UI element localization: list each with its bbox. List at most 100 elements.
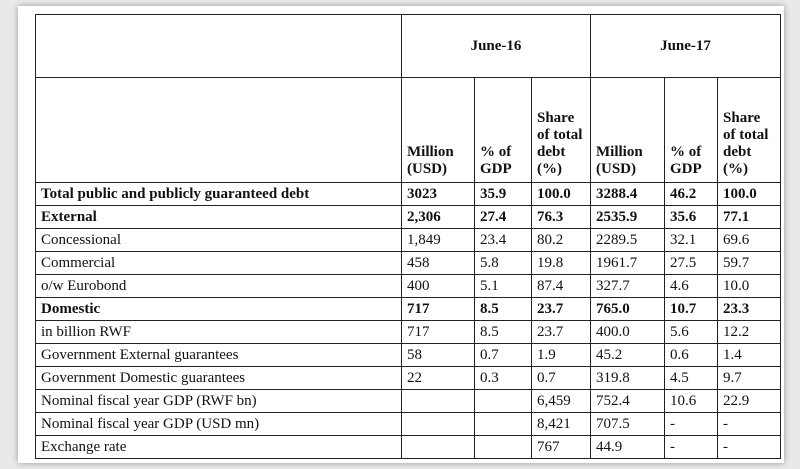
value-cell: - xyxy=(664,412,719,436)
row-label: Exchange rate xyxy=(35,435,402,459)
table-row: Commercial 458 5.8 19.8 1961.7 27.5 59.7 xyxy=(35,251,782,275)
value-cell: 45.2 xyxy=(590,343,666,367)
value-cell: 327.7 xyxy=(590,274,666,298)
value-cell: 5.1 xyxy=(474,274,532,298)
subheader-million-june16: Million (USD) xyxy=(401,77,475,183)
value-cell: 77.1 xyxy=(717,205,782,229)
table-body: Total public and publicly guaranteed deb… xyxy=(35,182,782,459)
row-label: o/w Eurobond xyxy=(35,274,402,298)
value-cell: 4.6 xyxy=(664,274,719,298)
subheader-share-june17: Share of total debt (%) xyxy=(717,77,782,183)
table-row: in billion RWF 717 8.5 23.7 400.0 5.6 12.2 xyxy=(35,320,782,344)
value-cell: 22.9 xyxy=(717,389,782,413)
table-row: Government External guarantees 58 0.7 1.9 45… xyxy=(35,343,782,367)
value-cell: 23.7 xyxy=(530,320,592,344)
value-cell: - xyxy=(664,435,719,459)
row-label: in billion RWF xyxy=(35,320,402,344)
value-cell: 5.8 xyxy=(474,251,532,275)
value-cell xyxy=(401,412,475,436)
value-cell: 23.3 xyxy=(717,297,782,321)
value-cell: 27.4 xyxy=(474,205,532,229)
value-cell: 458 xyxy=(401,251,475,275)
value-cell: 5.6 xyxy=(664,320,719,344)
value-cell: 0.7 xyxy=(474,343,532,367)
value-cell: 0.3 xyxy=(474,366,532,390)
value-cell: 1.4 xyxy=(717,343,782,367)
value-cell: 1961.7 xyxy=(590,251,666,275)
value-cell: 100.0 xyxy=(717,182,782,206)
subheader-million-june17: Million (USD) xyxy=(590,77,666,183)
value-cell: 767 xyxy=(530,435,592,459)
value-cell: 1.9 xyxy=(530,343,592,367)
subheader-blank xyxy=(35,77,402,183)
value-cell: 44.9 xyxy=(590,435,666,459)
value-cell: 8,421 xyxy=(530,412,592,436)
value-cell: 35.9 xyxy=(474,182,532,206)
value-cell: - xyxy=(717,412,782,436)
value-cell: 10.7 xyxy=(664,297,719,321)
subheader-row: Million (USD) % of GDP Share of total de… xyxy=(35,77,782,183)
table-row: Government Domestic guarantees 22 0.3 0.7 31… xyxy=(35,366,782,390)
value-cell: 400 xyxy=(401,274,475,298)
value-cell: 752.4 xyxy=(590,389,666,413)
value-cell: 2535.9 xyxy=(590,205,666,229)
value-cell: 2,306 xyxy=(401,205,475,229)
value-cell: 22 xyxy=(401,366,475,390)
value-cell: 0.7 xyxy=(530,366,592,390)
value-cell xyxy=(474,435,532,459)
table-row: Total public and publicly guaranteed deb… xyxy=(35,182,782,206)
value-cell: 58 xyxy=(401,343,475,367)
table-row: Exchange rate 767 44.9- - xyxy=(35,435,782,459)
value-cell: 400.0 xyxy=(590,320,666,344)
value-cell: 6,459 xyxy=(530,389,592,413)
value-cell: 19.8 xyxy=(530,251,592,275)
row-label: Nominal fiscal year GDP (USD mn) xyxy=(35,412,402,436)
value-cell: 707.5 xyxy=(590,412,666,436)
row-label: Total public and publicly guaranteed deb… xyxy=(35,182,402,206)
row-label: Domestic xyxy=(35,297,402,321)
row-label: Government External guarantees xyxy=(35,343,402,367)
period-header-june16: June-16 xyxy=(400,14,592,78)
debt-table: June-16 June-17 Million (USD) % of GDP S… xyxy=(35,14,782,459)
subheader-gdp-june16: % of GDP xyxy=(474,77,532,183)
table-row: External 2,306 27.4 76.3 2535.9 35.6 77.1 xyxy=(35,205,782,229)
row-label: Concessional xyxy=(35,228,402,252)
period-header-row: June-16 June-17 xyxy=(35,14,782,78)
value-cell: 2289.5 xyxy=(590,228,666,252)
value-cell: 12.2 xyxy=(717,320,782,344)
table-row: Nominal fiscal year GDP (RWF bn) 6,459 752… xyxy=(35,389,782,413)
value-cell: 9.7 xyxy=(717,366,782,390)
value-cell: 35.6 xyxy=(664,205,719,229)
value-cell: 0.6 xyxy=(664,343,719,367)
value-cell xyxy=(401,435,475,459)
value-cell: 76.3 xyxy=(530,205,592,229)
table-row: Nominal fiscal year GDP (USD mn) 8,421 707… xyxy=(35,412,782,436)
row-label: Nominal fiscal year GDP (RWF bn) xyxy=(35,389,402,413)
period-header-june17: June-17 xyxy=(590,14,782,78)
subheader-share-june16: Share of total debt (%) xyxy=(530,77,592,183)
value-cell: 23.7 xyxy=(530,297,592,321)
table-row: Domestic 717 8.5 23.7 765.0 10.7 23.3 xyxy=(35,297,782,321)
value-cell: 4.5 xyxy=(664,366,719,390)
row-label: Government Domestic guarantees xyxy=(35,366,402,390)
value-cell: 717 xyxy=(401,320,475,344)
value-cell: 87.4 xyxy=(530,274,592,298)
value-cell: 3023 xyxy=(401,182,475,206)
value-cell: 46.2 xyxy=(664,182,719,206)
row-label: External xyxy=(35,205,402,229)
table-row: o/w Eurobond 400 5.1 87.4 327.7 4.6 10.0 xyxy=(35,274,782,298)
value-cell: 100.0 xyxy=(530,182,592,206)
value-cell: 32.1 xyxy=(664,228,719,252)
subheader-gdp-june17: % of GDP xyxy=(664,77,719,183)
value-cell: 765.0 xyxy=(590,297,666,321)
value-cell: 717 xyxy=(401,297,475,321)
value-cell: 69.6 xyxy=(717,228,782,252)
value-cell: 1,849 xyxy=(401,228,475,252)
table-row: Concessional 1,849 23.4 80.2 2289.5 32.1 69.6 xyxy=(35,228,782,252)
value-cell: 80.2 xyxy=(530,228,592,252)
value-cell: 319.8 xyxy=(590,366,666,390)
value-cell: 10.0 xyxy=(717,274,782,298)
value-cell: 3288.4 xyxy=(590,182,666,206)
value-cell: 59.7 xyxy=(717,251,782,275)
corner-cell xyxy=(35,14,402,78)
